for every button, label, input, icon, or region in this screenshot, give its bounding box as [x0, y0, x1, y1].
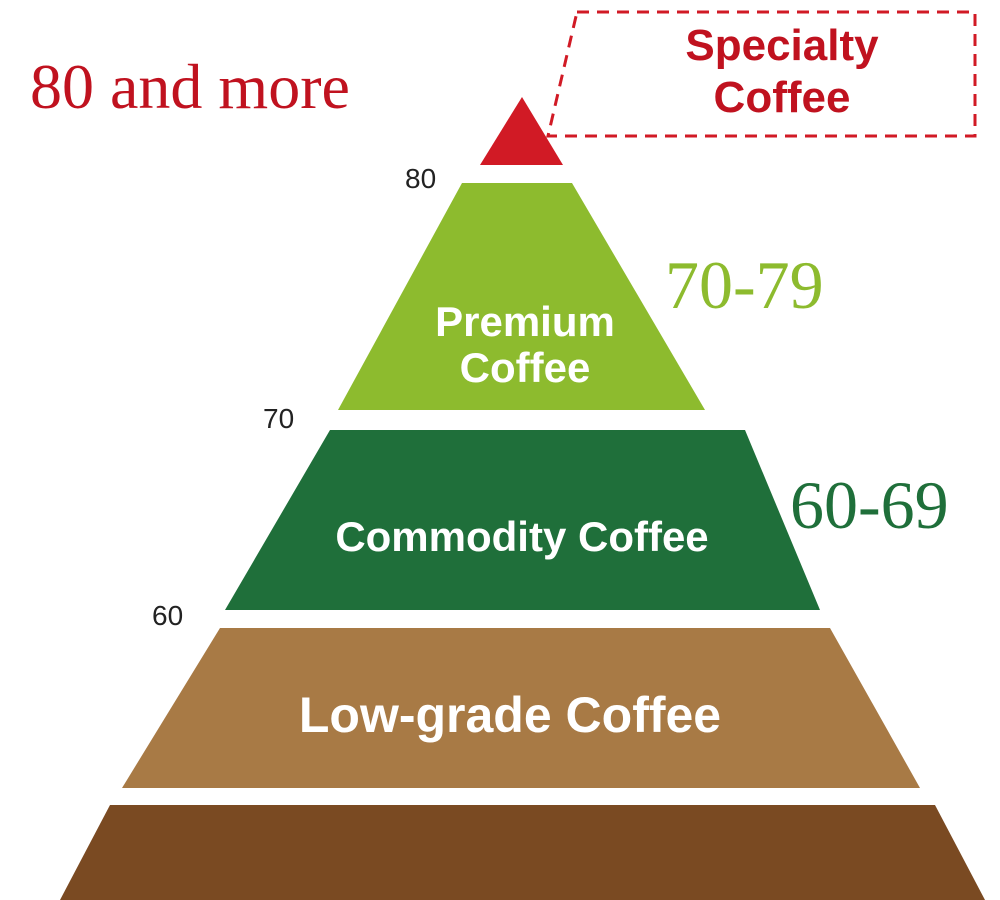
threshold: 80 — [405, 163, 436, 194]
premium-tier — [338, 183, 705, 410]
tier-label: Low-grade Coffee — [299, 687, 721, 743]
low-grade-tier — [122, 628, 920, 788]
base-tier — [60, 805, 985, 900]
top-label: 80 and more — [30, 51, 350, 122]
tier-label: Premium — [435, 298, 615, 345]
threshold: 60 — [152, 600, 183, 631]
callout-line: Coffee — [714, 73, 851, 122]
tier-label: Commodity Coffee — [335, 513, 708, 560]
range: 70-79 — [665, 247, 824, 323]
callout-box — [546, 10, 977, 138]
range: 60-69 — [790, 467, 949, 543]
specialty-tier — [480, 97, 563, 165]
callout-line: Specialty — [685, 21, 879, 70]
threshold: 70 — [263, 403, 294, 434]
commodity-tier — [225, 430, 820, 610]
tier-label: Coffee — [460, 344, 591, 391]
